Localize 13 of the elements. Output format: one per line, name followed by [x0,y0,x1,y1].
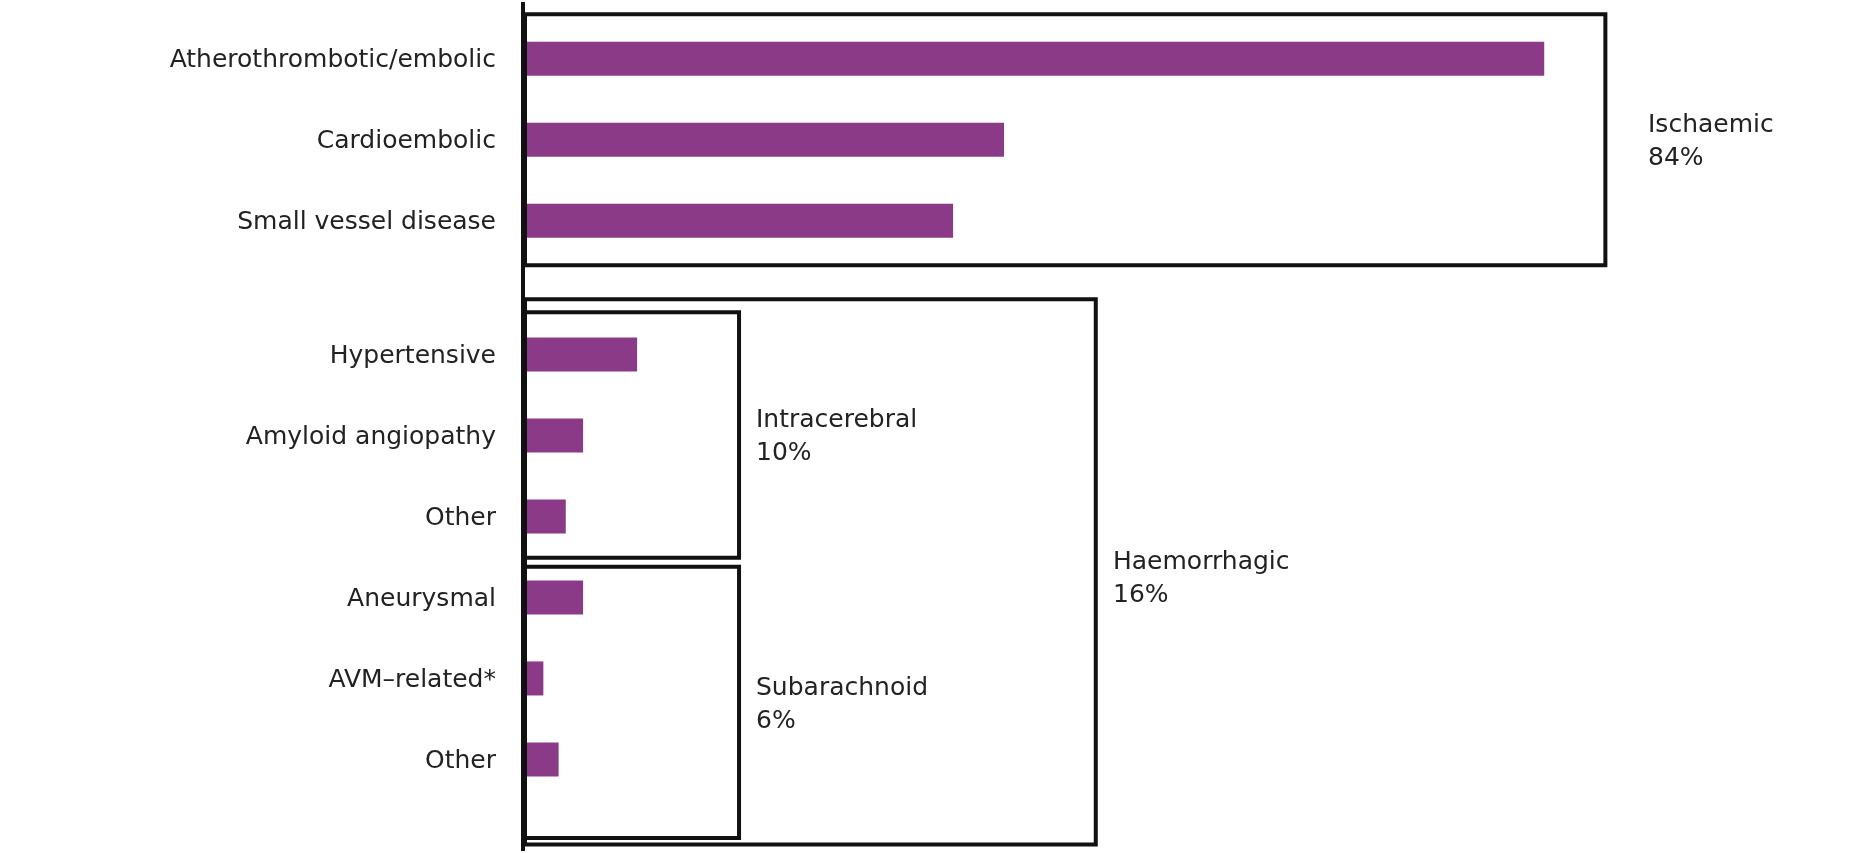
y-tick-label: Hypertensive [329,340,496,370]
y-tick-label: Aneurysmal [347,583,496,613]
y-tick-label: AVM–related* [328,664,496,694]
y-tick-label: Other [425,502,497,532]
y-tick-label: Amyloid angiopathy [245,421,497,451]
y-tick-label: Cardioembolic [316,125,496,155]
y-tick-label: Other [425,745,497,775]
annotation: Haemorrhagic 16% [1113,546,1290,608]
annotation: Intracerebral 10% [756,404,918,466]
y-tick-label: Atherothrombotic/embolic [169,44,496,74]
text: Ischaemic 84% [1648,109,1774,171]
y-tick-label: Small vessel disease [237,206,496,236]
annotation: Subarachnoid 6% [756,672,929,734]
